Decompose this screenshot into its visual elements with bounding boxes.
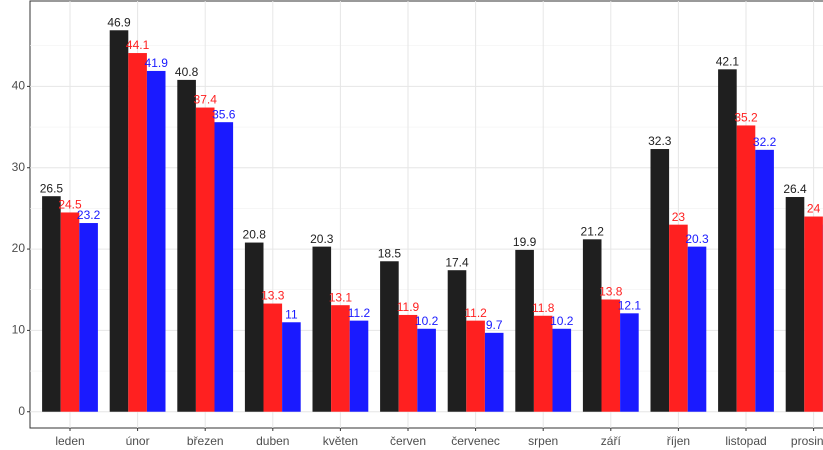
- x-tick-label: leden: [55, 434, 84, 448]
- data-label: 12.1: [618, 298, 642, 312]
- bar: [177, 79, 196, 412]
- data-label: 10.2: [550, 314, 574, 328]
- data-label: 20.3: [685, 232, 709, 246]
- bar: [263, 303, 283, 412]
- data-label: 35.6: [212, 107, 236, 121]
- bar: [669, 224, 688, 412]
- data-label: 13.8: [599, 285, 623, 299]
- bar: [718, 69, 737, 412]
- data-label: 24: [807, 202, 821, 216]
- x-tick-label: březen: [187, 434, 224, 448]
- y-tick-label: 30: [12, 160, 26, 174]
- bar: [785, 197, 805, 412]
- bar: [214, 122, 234, 412]
- y-tick-label: 40: [12, 79, 26, 93]
- bar: [755, 149, 774, 412]
- data-label: 11.9: [397, 300, 420, 314]
- bar: [380, 261, 399, 412]
- y-tick-label: 10: [12, 323, 26, 337]
- bar: [533, 315, 553, 412]
- x-tick-label: červen: [390, 434, 426, 448]
- bar: [736, 125, 756, 412]
- x-tick-label: květen: [323, 434, 358, 448]
- bar: [582, 239, 602, 412]
- data-label: 24.5: [58, 198, 82, 212]
- x-tick-label: duben: [256, 434, 289, 448]
- y-tick-label: 0: [18, 404, 25, 418]
- data-label: 20.8: [243, 228, 267, 242]
- data-label: 17.4: [445, 255, 469, 269]
- x-tick-label: listopad: [725, 434, 766, 448]
- x-tick-label: říjen: [667, 434, 690, 448]
- bar: [515, 249, 534, 412]
- data-label: 23: [672, 210, 686, 224]
- bar: [195, 107, 215, 412]
- data-label: 10.2: [415, 314, 439, 328]
- data-label: 11.2: [464, 306, 487, 320]
- bar: [552, 328, 572, 412]
- bar: [349, 320, 369, 412]
- bar: [128, 53, 147, 412]
- x-tick-label: únor: [126, 434, 150, 448]
- bar: [42, 196, 61, 412]
- bar: [146, 70, 166, 412]
- y-tick-label: 20: [12, 241, 26, 255]
- data-label: 11: [285, 307, 298, 321]
- bar: [687, 246, 707, 412]
- x-tick-label: červenec: [451, 434, 500, 448]
- data-label: 19.9: [513, 235, 537, 249]
- data-label: 13.1: [329, 290, 353, 304]
- bar: [79, 223, 98, 412]
- data-label: 40.8: [175, 65, 199, 79]
- data-label: 41.9: [145, 56, 169, 70]
- data-label: 11.2: [348, 306, 371, 320]
- x-tick-label: prosinec: [791, 434, 823, 448]
- data-label: 13.3: [261, 289, 285, 303]
- data-label: 46.9: [107, 15, 131, 29]
- bar: [466, 320, 485, 412]
- bar: [109, 30, 129, 412]
- bar: [282, 322, 301, 412]
- data-label: 26.5: [40, 181, 64, 195]
- data-label: 23.2: [77, 208, 101, 222]
- data-label: 35.2: [734, 111, 758, 125]
- bar: [417, 328, 436, 412]
- bar: [484, 332, 504, 412]
- bar: [620, 313, 639, 412]
- data-label: 44.1: [126, 38, 150, 52]
- bar: [804, 216, 823, 412]
- data-label: 18.5: [378, 246, 402, 260]
- data-label: 20.3: [310, 232, 334, 246]
- data-label: 9.7: [486, 318, 503, 332]
- data-label: 26.4: [783, 182, 807, 196]
- data-label: 21.2: [581, 224, 605, 238]
- data-label: 11.8: [532, 301, 555, 315]
- bar: [312, 246, 332, 412]
- bar: [398, 314, 418, 412]
- x-tick-label: srpen: [528, 434, 558, 448]
- bar: [331, 305, 350, 412]
- data-label: 37.4: [194, 93, 218, 107]
- bar: [244, 242, 264, 412]
- bar: [601, 299, 621, 412]
- data-label: 42.1: [716, 54, 740, 68]
- bar: [447, 270, 467, 412]
- bar: [60, 212, 80, 412]
- data-label: 32.2: [753, 135, 777, 149]
- x-tick-label: září: [601, 434, 622, 448]
- data-label: 32.3: [648, 134, 672, 148]
- bar: [650, 149, 670, 412]
